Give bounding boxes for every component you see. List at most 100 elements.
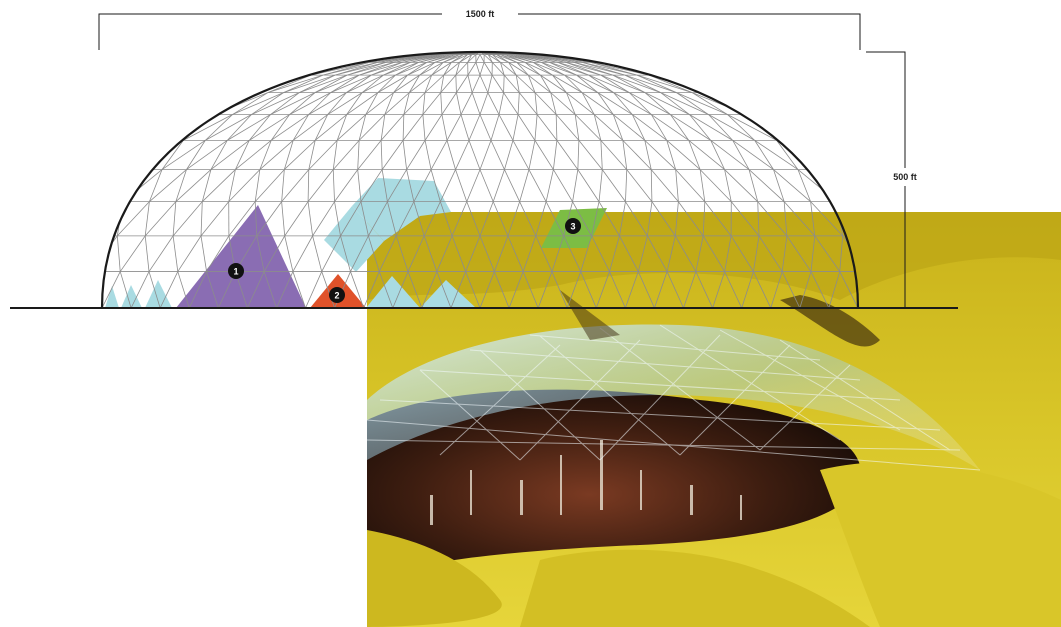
grid-strut: [479, 92, 489, 115]
grid-strut: [172, 201, 203, 237]
grid-strut: [267, 74, 312, 94]
grid-strut: [130, 271, 150, 308]
grid-strut: [226, 114, 252, 141]
grid-strut: [647, 235, 668, 272]
grid-strut: [177, 235, 202, 272]
grid-strut: [753, 271, 772, 308]
grid-strut: [528, 74, 551, 93]
grid-strut: [468, 140, 481, 170]
grid-strut: [757, 201, 760, 236]
grid-strut: [263, 235, 286, 272]
grid-strut: [235, 140, 272, 170]
grid-strut: [358, 114, 367, 141]
grid-strut: [650, 169, 653, 202]
grid-strut: [487, 75, 493, 93]
grid-strut: [346, 74, 372, 93]
grid-strut: [651, 201, 676, 237]
grid-strut: [359, 61, 403, 76]
grid-strut: [161, 140, 184, 170]
grid-strut: [419, 62, 444, 76]
grid-strut: [422, 92, 426, 115]
grid-strut: [666, 235, 676, 272]
grid-strut: [591, 235, 610, 272]
grid-strut: [741, 271, 754, 308]
grid-strut: [186, 140, 206, 170]
grid-strut: [660, 92, 709, 115]
grid-strut: [270, 92, 316, 115]
width-label: 1500 ft: [466, 9, 495, 19]
grid-strut: [534, 140, 554, 170]
grid-strut: [228, 201, 256, 237]
height-dimension: [866, 51, 906, 308]
grid-strut: [440, 92, 443, 115]
grid-strut: [387, 169, 407, 202]
grid-strut: [439, 169, 456, 202]
grid-strut: [712, 271, 726, 308]
grid-strut: [363, 271, 380, 308]
grid-strut: [144, 201, 150, 236]
grid-strut: [402, 114, 405, 141]
grid-strut: [758, 235, 783, 272]
grid-strut: [378, 235, 397, 272]
grid-strut: [503, 74, 520, 93]
grid-strut: [465, 235, 481, 272]
grid-strut: [540, 74, 567, 93]
grid-strut: [678, 201, 704, 237]
grid-strut: [159, 271, 179, 308]
grid-strut: [267, 74, 324, 94]
grid-strut: [122, 169, 138, 202]
grid-strut: [692, 92, 728, 115]
grid-strut: [346, 92, 363, 115]
grid-strut: [205, 114, 233, 141]
panel-blue-base-1: [145, 280, 172, 308]
grid-strut: [601, 169, 626, 202]
grid-strut: [456, 74, 469, 93]
grid-strut: [609, 271, 626, 308]
grid-strut: [507, 235, 524, 272]
grid-strut: [446, 140, 456, 170]
grid-strut: [443, 62, 452, 76]
grid-strut: [637, 235, 648, 272]
grid-strut: [346, 92, 379, 115]
grid-strut: [675, 169, 706, 202]
grid-strut: [613, 114, 646, 141]
grid-strut: [644, 140, 652, 170]
grid-strut: [515, 74, 536, 93]
grid-strut: [518, 92, 538, 115]
grid-strut: [666, 140, 677, 170]
grid-strut: [393, 74, 420, 93]
grid-strut: [626, 169, 653, 202]
grid-strut: [402, 140, 408, 170]
grid-strut: [535, 235, 553, 272]
grid-strut: [292, 114, 328, 141]
grid-strut: [551, 271, 568, 308]
grid-strut: [408, 74, 420, 93]
grid-strut: [284, 201, 309, 237]
grid-strut: [613, 92, 633, 115]
grid-strut: [550, 92, 557, 115]
grid-strut: [419, 62, 436, 76]
grid-strut: [581, 92, 614, 115]
grid-strut: [418, 54, 452, 63]
grid-strut: [327, 92, 363, 115]
grid-strut: [116, 235, 121, 272]
grid-strut: [175, 169, 212, 202]
grid-strut: [555, 114, 580, 141]
grid-strut: [637, 271, 655, 308]
grid-strut: [459, 54, 472, 63]
grid-strut: [380, 114, 386, 141]
grid-strut: [281, 169, 285, 202]
mars-dome-rendering: [367, 212, 1061, 627]
grid-strut: [576, 74, 599, 93]
grid-strut: [359, 61, 395, 76]
grid-strut: [683, 271, 697, 308]
grid-strut: [629, 92, 671, 115]
grid-strut: [515, 75, 520, 93]
grid-strut: [334, 61, 378, 76]
grid-strut: [710, 140, 750, 170]
grid-strut: [188, 271, 207, 308]
grid-strut: [321, 235, 341, 272]
grid-strut: [524, 62, 541, 76]
grid-strut: [395, 235, 409, 272]
grid-strut: [624, 74, 661, 93]
